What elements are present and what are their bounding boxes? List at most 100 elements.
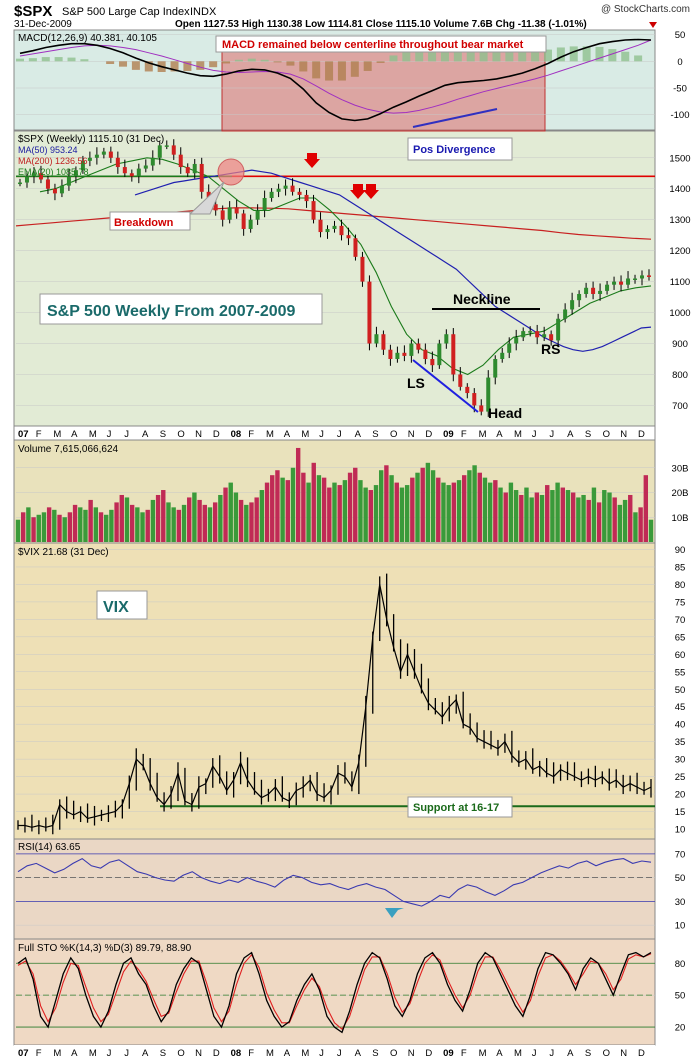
bottom-time-axis-label: D	[638, 1048, 645, 1059]
price-candle	[598, 290, 603, 294]
price-candle	[38, 173, 43, 180]
bottom-time-axis-label: M	[301, 1048, 309, 1059]
vix-title: VIX	[103, 599, 129, 616]
price-candle	[31, 173, 36, 177]
volume-bar	[129, 504, 135, 542]
support-label-box	[407, 796, 513, 818]
volume-bar	[570, 492, 576, 542]
price-tick-label: 700	[672, 401, 688, 412]
time-axis-label: J	[124, 429, 129, 440]
volume-bar	[519, 494, 524, 542]
volume-bar	[617, 504, 623, 542]
macd-histogram-bar	[131, 61, 140, 70]
time-axis-label: M	[514, 429, 522, 440]
time-axis-label: O	[603, 429, 610, 440]
volume-bar	[456, 480, 462, 542]
volume-bar	[643, 475, 649, 542]
breakdown-label-box	[109, 211, 191, 231]
price-candle	[612, 281, 617, 285]
volume-bar	[353, 467, 358, 542]
price-candle	[157, 145, 162, 158]
volume-bar	[513, 490, 519, 542]
down-arrow-icon	[363, 184, 379, 199]
price-candle	[416, 343, 421, 350]
macd-histogram-bar	[54, 57, 63, 62]
macd-histogram-bar	[312, 61, 321, 79]
price-candle	[185, 167, 190, 174]
bottom-time-axis-label: A	[71, 1048, 78, 1059]
bottom-time-axis-label: O	[177, 1048, 184, 1059]
vix-tick-label: 25	[675, 772, 686, 783]
time-axis-label: D	[425, 429, 432, 440]
price-candle	[535, 331, 540, 338]
volume-bar	[607, 492, 612, 542]
volume-bar	[290, 467, 296, 542]
macd-histogram-bar	[144, 61, 153, 72]
volume-bar	[140, 512, 145, 542]
chart-exchange: INDX	[190, 6, 217, 18]
volume-bar	[384, 465, 389, 542]
volume-bar	[399, 487, 405, 542]
price-candle	[136, 168, 141, 177]
time-axis-label: 08	[231, 429, 242, 440]
volume-bar	[633, 512, 638, 542]
volume-bar	[446, 485, 451, 542]
macd-histogram-bar	[16, 58, 24, 62]
time-axis-label: 07	[18, 429, 29, 440]
time-axis-label: J	[549, 429, 554, 440]
time-axis-label: A	[567, 429, 574, 440]
volume-bar	[612, 497, 617, 542]
volume-bar	[46, 507, 52, 542]
time-axis-label: F	[461, 429, 467, 440]
volume-bar	[228, 482, 233, 542]
macd-histogram-bar	[222, 61, 231, 64]
price-candle	[360, 256, 365, 282]
rsi-tick-label: 70	[675, 849, 686, 860]
price-candle	[241, 213, 246, 229]
price-candle	[213, 204, 218, 211]
price-tick-label: 1400	[669, 184, 690, 195]
macd-histogram-bar	[505, 52, 514, 62]
volume-bar	[67, 512, 73, 542]
volume-bar	[57, 514, 62, 542]
price-candle	[605, 284, 610, 291]
volume-bar	[244, 504, 249, 542]
volume-bar	[26, 507, 31, 542]
time-axis-label: N	[195, 429, 202, 440]
vix-tick-label: 70	[675, 615, 686, 626]
bottom-time-axis-label: O	[390, 1048, 397, 1059]
macd-histogram-bar	[608, 49, 617, 62]
macd-histogram-bar	[415, 46, 424, 62]
macd-histogram-bar	[247, 58, 256, 62]
vix-tick-label: 20	[675, 790, 686, 801]
macd-histogram-bar	[106, 61, 115, 64]
price-candle	[276, 188, 281, 192]
volume-bar	[337, 485, 342, 542]
price-candle	[255, 210, 260, 220]
price-candle	[143, 165, 148, 169]
volume-bar	[378, 470, 384, 542]
vix-tick-label: 55	[675, 667, 686, 678]
price-candle	[486, 377, 491, 412]
price-candle	[633, 278, 638, 280]
bottom-time-axis-label: A	[355, 1048, 362, 1059]
macd-histogram-bar	[479, 50, 488, 62]
price-candle	[171, 145, 176, 155]
macd-histogram-bar	[556, 47, 565, 62]
price-candle	[269, 191, 274, 199]
bottom-time-axis-strip	[14, 1045, 655, 1060]
sto-k-line	[17, 951, 652, 1034]
bottom-time-axis-label: A	[567, 1048, 574, 1059]
volume-bar	[295, 447, 301, 542]
volume-bar	[628, 494, 633, 542]
price-candle	[283, 185, 288, 189]
volume-bar	[249, 502, 254, 542]
macd-tick-label: 50	[675, 30, 686, 41]
rsi-chart: 70 50 30 10	[16, 849, 686, 932]
macd-histogram-bar	[119, 61, 128, 67]
bottom-time-axis-label: D	[213, 1048, 220, 1059]
price-tick-label: 1000	[669, 308, 690, 319]
vix-tick-label: 80	[675, 580, 686, 591]
volume-bar	[311, 462, 316, 542]
volume-bar	[171, 507, 176, 542]
